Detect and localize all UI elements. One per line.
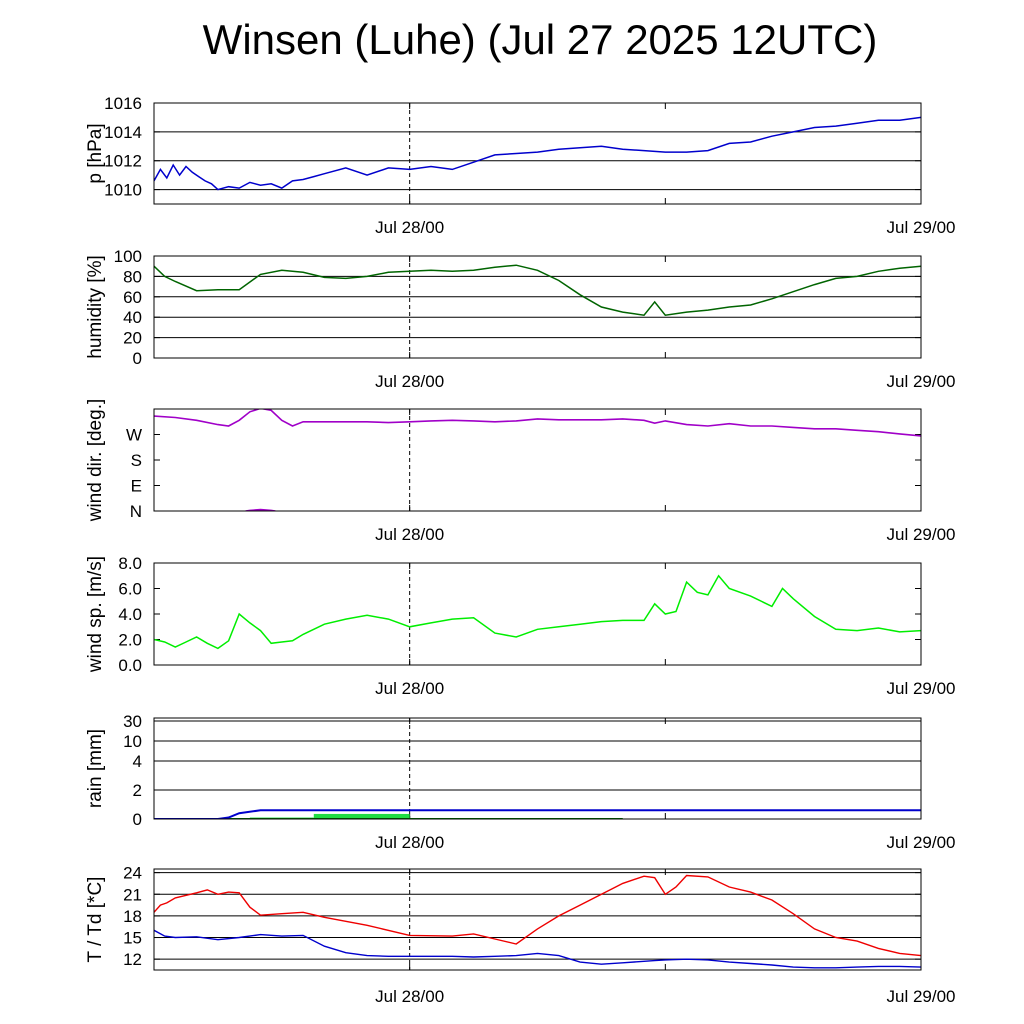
series-group [154, 409, 921, 511]
y-tick-label: 6.0 [118, 580, 142, 599]
y-tick-label: 21 [123, 885, 142, 904]
dewpoint-line [154, 929, 921, 969]
y-tick-label: 10 [123, 732, 142, 751]
wind_speed-line [154, 574, 921, 650]
y-tick-label: 1010 [104, 181, 142, 200]
y-tick-label: 2 [133, 781, 142, 800]
temperature-line [154, 874, 921, 957]
y-tick-label: S [131, 451, 142, 470]
y-tick-label: 1014 [104, 123, 142, 142]
y-tick-label: 60 [123, 288, 142, 307]
plot-frame [153, 255, 922, 359]
rain-accum-line [154, 809, 921, 819]
panel-pressure: 1010 1012 1014 1016 Jul 28/00 Jul 29/00 p [hPa… [85, 94, 956, 237]
y-tick-label: 1012 [104, 152, 142, 171]
series-group [154, 874, 921, 969]
series-group [154, 264, 921, 317]
y-tick-label: 80 [123, 267, 142, 286]
y-tick-label: 100 [114, 247, 142, 266]
y-tick-label: 20 [123, 329, 142, 348]
y-axis-label: wind sp. [m/s] [85, 556, 106, 673]
y-tick-label: 0.0 [118, 656, 142, 675]
wind-dir-line [154, 409, 921, 437]
plot-frame [153, 717, 922, 820]
y-tick-label: 0 [133, 810, 142, 829]
plot-frame [153, 102, 922, 205]
humidity-line [154, 264, 921, 317]
pressure-line [154, 116, 921, 191]
y-axis-label: T / Td [*C] [85, 877, 106, 963]
y-axis-label: wind dir. [deg.] [85, 399, 106, 523]
y-tick-label: 18 [123, 907, 142, 926]
y-axis-label: rain [mm] [85, 729, 106, 808]
plot-frame [153, 868, 922, 971]
x-tick-label: Jul 29/00 [887, 372, 956, 391]
x-tick-label: Jul 29/00 [887, 833, 956, 852]
y-tick-label: N [130, 502, 142, 521]
y-tick-label: 4.0 [118, 605, 142, 624]
y-axis-label: p [hPa] [85, 123, 106, 183]
y-tick-label: 24 [123, 864, 142, 883]
x-tick-label: Jul 29/00 [887, 525, 956, 544]
rain-bar [313, 813, 410, 819]
x-tick-label: Jul 29/00 [887, 679, 956, 698]
series-group [154, 116, 921, 191]
panel-temperature: 12 15 18 21 24 Jul 28/00 Jul 29/00 T / Td [*C] [85, 864, 956, 1006]
x-tick-label: Jul 29/00 [887, 218, 956, 237]
x-tick-label: Jul 28/00 [375, 987, 444, 1006]
y-tick-label: E [131, 477, 142, 496]
y-tick-label: 4 [133, 752, 142, 771]
y-tick-label: 1016 [104, 94, 142, 113]
y-tick-label: 12 [123, 950, 142, 969]
panel-wind_speed: 0.0 2.0 4.0 6.0 8.0 Jul 28/00 Jul 29/00 wind sp… [85, 554, 956, 698]
y-tick-label: 15 [123, 929, 142, 948]
y-tick-label: 8.0 [118, 554, 142, 573]
series-group [154, 809, 921, 819]
page-title: Winsen (Luhe) (Jul 27 2025 12UTC) [202, 16, 878, 63]
plot-frame [153, 562, 922, 666]
x-tick-label: Jul 29/00 [887, 987, 956, 1006]
y-tick-label: W [126, 426, 142, 445]
y-tick-label: 30 [123, 712, 142, 731]
x-tick-label: Jul 28/00 [375, 218, 444, 237]
x-tick-label: Jul 28/00 [375, 372, 444, 391]
x-tick-label: Jul 28/00 [375, 525, 444, 544]
y-axis-label: humidity [%] [85, 255, 106, 358]
x-tick-label: Jul 28/00 [375, 833, 444, 852]
y-tick-label: 0 [133, 349, 142, 368]
y-tick-label: 2.0 [118, 631, 142, 650]
x-tick-label: Jul 28/00 [375, 679, 444, 698]
series-group [154, 574, 921, 650]
plot-frame [153, 408, 922, 512]
y-tick-label: 40 [123, 308, 142, 327]
